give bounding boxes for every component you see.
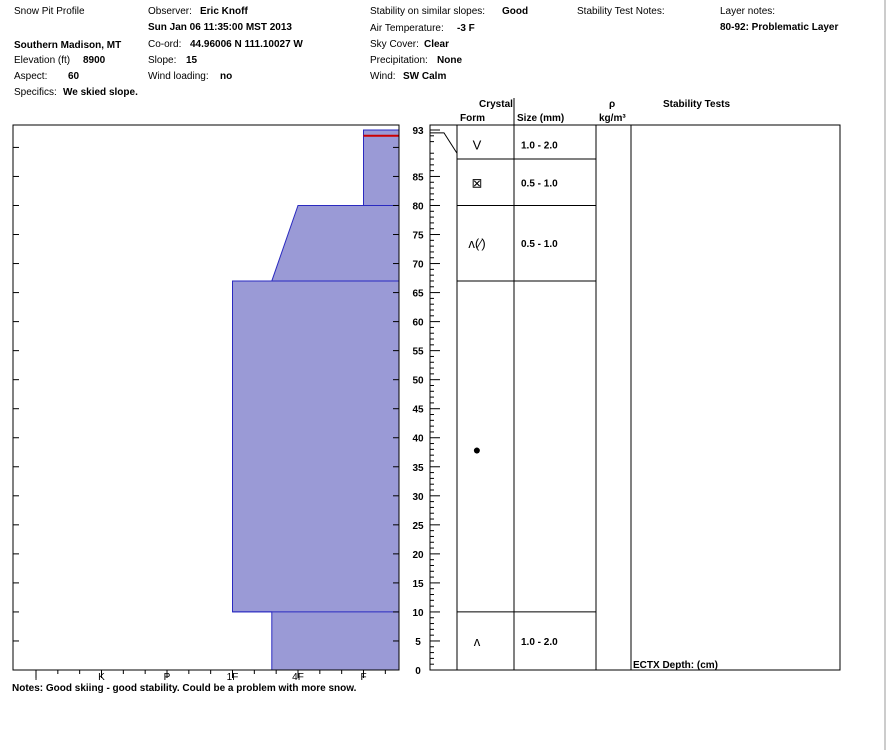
hardness-tick-label: F	[360, 672, 366, 683]
ectx-label: ECTX Depth: (cm)	[633, 660, 718, 671]
wind-loading-value: no	[220, 71, 233, 82]
layer-notes-label: Layer notes:	[720, 6, 776, 17]
coord-label: Co-ord:	[148, 39, 182, 50]
layer-table: V 1.0 - 2.0 ⊠ 0.5 - 1.0 ʌ(⁄) 0.5 - 1.0 ● ʌ 1.0 -…	[429, 0, 886, 750]
hardness-tick-label: P	[164, 672, 171, 683]
specifics-label: Specifics:	[14, 87, 57, 98]
air-temp-value: -3 F	[457, 23, 475, 34]
depth-tick-label: 5	[415, 637, 421, 648]
elevation-value: 8900	[83, 55, 106, 66]
observer-value: Eric Knoff	[200, 6, 248, 17]
precipitation-value: None	[437, 55, 462, 66]
density-unit: kg/m³	[599, 113, 626, 124]
depth-tick-label: 70	[412, 260, 424, 271]
hardness-profile	[232, 129, 400, 671]
surface-line	[430, 132, 458, 154]
specifics-value: We skied slope.	[63, 87, 138, 98]
hardness-frame	[12, 124, 400, 671]
stability-test-notes-label: Stability Test Notes:	[577, 6, 665, 17]
depth-tick-label: 40	[412, 434, 424, 445]
slope-label: Slope:	[148, 55, 177, 66]
coord-value: 44.96006 N 111.10027 W	[190, 39, 303, 50]
depth-tick-label: 65	[412, 289, 424, 300]
wind-loading-label: Wind loading:	[148, 71, 209, 82]
notes: Notes: Good skiing - good stability. Cou…	[12, 683, 357, 694]
air-temp-label: Air Temperature:	[370, 23, 444, 34]
depth-tick-label: 25	[412, 521, 424, 532]
size-value: 1.0 - 2.0	[521, 141, 558, 152]
hardness-tick-label: K	[98, 672, 105, 683]
slope-value: 15	[186, 55, 198, 66]
date-time: Sun Jan 06 11:35:00 MST 2013	[148, 22, 292, 33]
wind-label: Wind:	[370, 71, 396, 82]
page-title: Snow Pit Profile	[14, 6, 85, 17]
depth-tick-label: 75	[412, 231, 424, 242]
depth-tick-label: 10	[412, 608, 424, 619]
depth-tick-label: 55	[412, 347, 424, 358]
size-value: 0.5 - 1.0	[521, 239, 558, 250]
hardness-area	[232, 129, 400, 671]
faceted-symbol: ⊠	[472, 175, 483, 190]
table-frame	[429, 124, 841, 671]
stability-value: Good	[502, 6, 529, 17]
density-header: ρ	[609, 99, 616, 110]
layer-notes-value: 80-92: Problematic Layer	[720, 22, 839, 33]
depth-hoar-mixed-symbol: ʌ(⁄)	[468, 236, 485, 251]
depth-tick-label: 50	[412, 376, 424, 387]
sky-cover-label: Sky Cover:	[370, 39, 419, 50]
observer-label: Observer:	[148, 6, 192, 17]
location: Southern Madison, MT	[14, 40, 122, 51]
depth-tick-label: 60	[412, 318, 424, 329]
depth-tick-label: 35	[412, 463, 424, 474]
aspect-label: Aspect:	[14, 71, 48, 82]
hardness-tick-label: 4F	[292, 672, 304, 683]
hardness-tick-label: I	[35, 672, 38, 683]
size-value: 0.5 - 1.0	[521, 178, 558, 189]
stability-label: Stability on similar slopes:	[370, 6, 486, 17]
form-header: Form	[460, 113, 485, 124]
precipitation-label: Precipitation:	[370, 55, 428, 66]
sky-cover-value: Clear	[424, 39, 450, 50]
depth-tick-label: 80	[412, 201, 424, 212]
depth-tick-label: 30	[412, 492, 424, 503]
depth-tick-label: 93	[412, 126, 424, 137]
depth-tick-label: 0	[415, 666, 421, 677]
depth-tick-label: 85	[412, 172, 424, 183]
size-value: 1.0 - 2.0	[521, 637, 558, 648]
aspect-value: 60	[68, 71, 80, 82]
size-header: Size (mm)	[517, 113, 565, 124]
depth-tick-label: 20	[412, 550, 424, 561]
elevation-label: Elevation (ft)	[14, 55, 71, 66]
surface-hoar-symbol: V	[473, 138, 482, 153]
melt-freeze-symbol: ●	[473, 441, 481, 457]
crystal-header: Crystal	[479, 99, 513, 110]
axes: I K P 1F 4F F93858075706560555045403530252015…	[12, 124, 440, 683]
depth-tick-label: 15	[412, 579, 424, 590]
depth-tick-label: 45	[412, 405, 424, 416]
wind-value: SW Calm	[403, 71, 447, 82]
hardness-tick-label: 1F	[227, 672, 239, 683]
depth-hoar-symbol: ʌ	[474, 634, 481, 649]
stability-tests-header: Stability Tests	[663, 99, 731, 110]
